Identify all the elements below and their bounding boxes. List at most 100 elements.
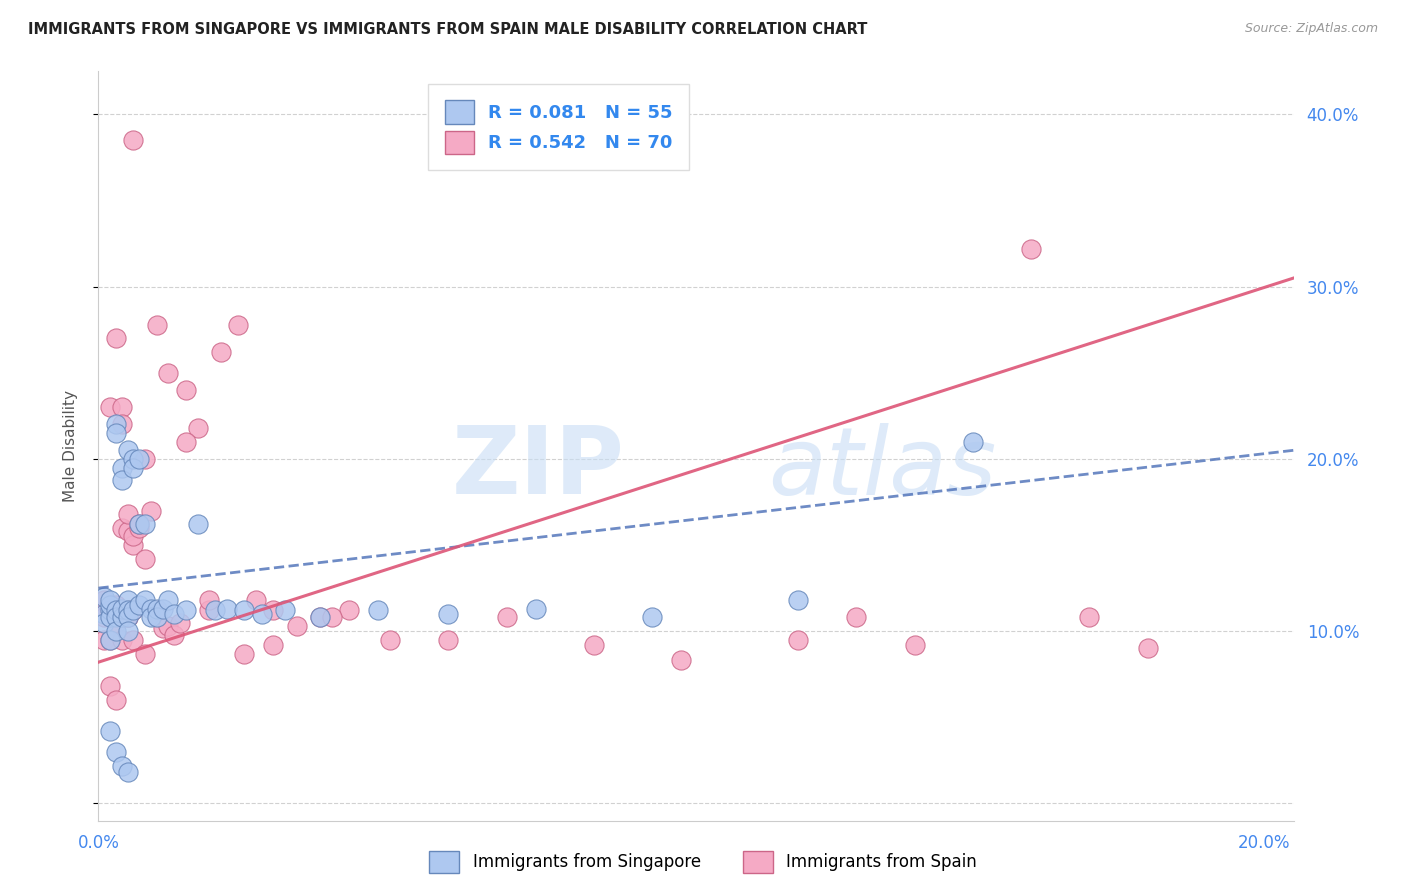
Point [186, 421, 208, 435]
Point [122, 451, 145, 466]
Point [104, 693, 127, 707]
Point [111, 417, 134, 432]
Point [128, 521, 150, 535]
Legend: Immigrants from Singapore, Immigrants from Spain: Immigrants from Singapore, Immigrants fr… [423, 845, 983, 880]
Point [1136, 641, 1159, 656]
Point [262, 638, 284, 652]
Point [117, 610, 139, 624]
Point [111, 610, 134, 624]
Point [111, 473, 134, 487]
Point [98, 401, 121, 415]
Point [1019, 242, 1042, 256]
Point [245, 593, 267, 607]
Point [104, 745, 127, 759]
Point [104, 615, 127, 630]
Point [93, 607, 115, 621]
Point [128, 517, 150, 532]
Point [145, 610, 167, 624]
Point [111, 460, 134, 475]
Point [117, 610, 139, 624]
Point [198, 593, 221, 607]
Point [787, 593, 810, 607]
Point [117, 610, 139, 624]
Point [145, 601, 167, 615]
Text: IMMIGRANTS FROM SINGAPORE VS IMMIGRANTS FROM SPAIN MALE DISABILITY CORRELATION C: IMMIGRANTS FROM SINGAPORE VS IMMIGRANTS … [28, 22, 868, 37]
Point [98, 724, 121, 739]
Point [152, 601, 174, 615]
Point [163, 607, 186, 621]
Legend: R = 0.081   N = 55, R = 0.542   N = 70: R = 0.081 N = 55, R = 0.542 N = 70 [429, 84, 689, 170]
Point [117, 624, 139, 639]
Text: ZIP: ZIP [451, 423, 624, 515]
Point [98, 610, 121, 624]
Point [117, 524, 139, 539]
Point [787, 632, 810, 647]
Point [134, 551, 156, 566]
Point [228, 318, 250, 332]
Point [104, 624, 127, 639]
Point [233, 603, 256, 617]
Point [309, 610, 332, 624]
Point [309, 610, 332, 624]
Point [215, 601, 238, 615]
Point [111, 401, 134, 415]
Point [93, 615, 115, 630]
Point [152, 621, 174, 635]
Point [962, 434, 984, 449]
Point [903, 638, 925, 652]
Point [139, 610, 162, 624]
Point [157, 619, 180, 633]
Point [122, 460, 145, 475]
Point [117, 765, 139, 780]
Point [98, 679, 121, 693]
Point [274, 603, 297, 617]
Point [169, 615, 191, 630]
Point [104, 599, 127, 613]
Point [122, 603, 145, 617]
Point [321, 610, 343, 624]
Point [134, 451, 156, 466]
Point [174, 383, 197, 397]
Point [209, 345, 232, 359]
Point [582, 638, 605, 652]
Point [186, 517, 208, 532]
Point [117, 593, 139, 607]
Point [204, 603, 226, 617]
Point [262, 603, 284, 617]
Point [145, 610, 167, 624]
Point [111, 603, 134, 617]
Point [134, 593, 156, 607]
Point [117, 603, 139, 617]
Text: atlas: atlas [768, 423, 995, 514]
Point [104, 610, 127, 624]
Point [367, 603, 389, 617]
Point [98, 632, 121, 647]
Point [104, 426, 127, 441]
Point [145, 318, 167, 332]
Point [93, 590, 115, 604]
Point [122, 632, 145, 647]
Y-axis label: Male Disability: Male Disability [63, 390, 77, 502]
Point [157, 593, 180, 607]
Point [122, 529, 145, 543]
Point [111, 521, 134, 535]
Point [122, 133, 145, 147]
Point [437, 607, 460, 621]
Point [671, 653, 693, 667]
Point [104, 610, 127, 624]
Point [285, 619, 308, 633]
Point [111, 632, 134, 647]
Point [104, 603, 127, 617]
Point [145, 603, 167, 617]
Point [93, 632, 115, 647]
Point [250, 607, 273, 621]
Point [233, 647, 256, 661]
Point [337, 603, 360, 617]
Point [198, 603, 221, 617]
Point [174, 434, 197, 449]
Point [117, 603, 139, 617]
Point [139, 601, 162, 615]
Point [134, 647, 156, 661]
Point [98, 593, 121, 607]
Point [104, 331, 127, 345]
